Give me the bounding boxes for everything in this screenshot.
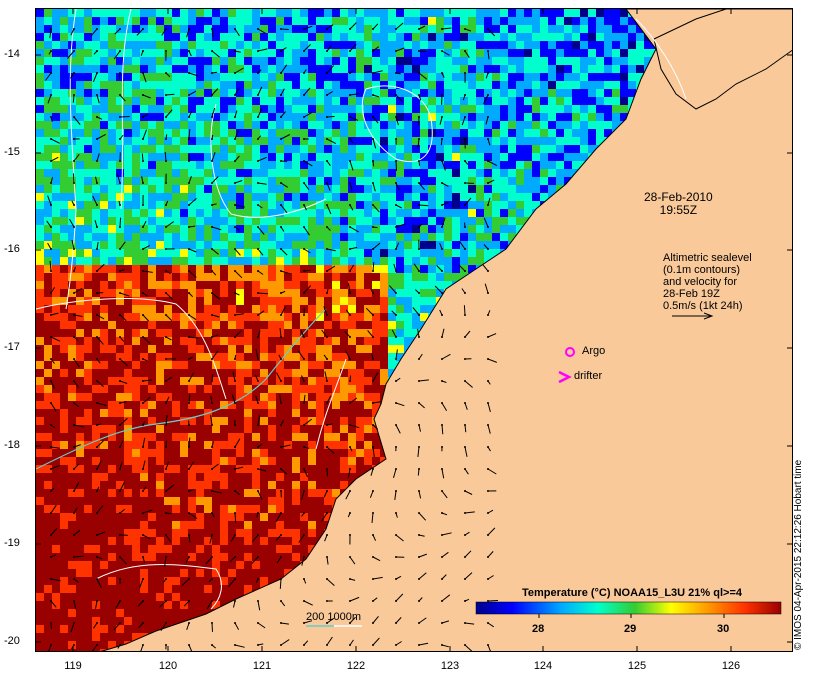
y-tick-label: -17	[4, 341, 20, 353]
date-line-2: 19:55Z	[659, 203, 698, 217]
drifter-marker[interactable]	[558, 370, 572, 384]
scale-arrow-head	[703, 312, 714, 320]
colorbar	[475, 601, 782, 618]
altimetry-line-5: 0.5m/s (1kt 24h)	[663, 300, 743, 312]
x-tick-label: 125	[627, 660, 647, 672]
map-canvas	[36, 9, 792, 651]
altimetry-line-3: and velocity for	[663, 276, 737, 288]
y-tick-label: -15	[4, 146, 20, 158]
altimetry-line-4: 28-Feb 19Z	[663, 288, 720, 300]
sealevel-contours	[36, 9, 687, 610]
y-tick-label: -20	[4, 635, 20, 647]
altimetry-note: Altimetric sealevel (0.1m contours) and …	[663, 252, 752, 312]
x-tick-label: 121	[252, 660, 272, 672]
x-tick-label: 126	[721, 660, 741, 672]
altimetry-line-1: Altimetric sealevel	[663, 252, 752, 264]
sst-map[interactable]: 28-Feb-2010 19:55Z Altimetric sealevel (…	[35, 8, 793, 652]
drifter-label: drifter	[574, 370, 603, 382]
land-mass	[100, 9, 792, 651]
y-tick-label: -14	[4, 48, 20, 60]
date-annotation: 28-Feb-2010 19:55Z	[644, 191, 713, 217]
colorbar-label-28: 28	[532, 623, 545, 635]
x-tick-label: 124	[533, 660, 553, 672]
northeast-island	[653, 9, 792, 110]
date-line-1: 28-Feb-2010	[644, 190, 713, 204]
x-tick-label: 120	[158, 660, 178, 672]
colorbar-label-29: 29	[624, 623, 637, 635]
colorbar-label-30: 30	[717, 623, 730, 635]
x-tick-label: 123	[440, 660, 460, 672]
colorbar-gradient	[475, 601, 782, 615]
isobath-legend-label: 200 1000m	[306, 611, 362, 623]
x-tick-label: 119	[64, 660, 82, 672]
y-tick-label: -16	[4, 243, 20, 255]
isobath-200m	[36, 308, 327, 470]
colorbar-title: Temperature (°C) NOAA15_L3U 21% ql>=4	[522, 587, 742, 599]
y-tick-label: -18	[4, 439, 20, 451]
velocity-vectors	[44, 22, 499, 651]
argo-marker[interactable]	[565, 347, 575, 357]
credit-text: © IMOS 04-Apr-2015 22:12:26 Hobart time	[793, 459, 804, 650]
y-tick-label: -19	[4, 537, 20, 549]
argo-label: Argo	[582, 345, 606, 357]
x-tick-label: 122	[346, 660, 366, 672]
altimetry-line-2: (0.1m contours)	[663, 264, 741, 276]
